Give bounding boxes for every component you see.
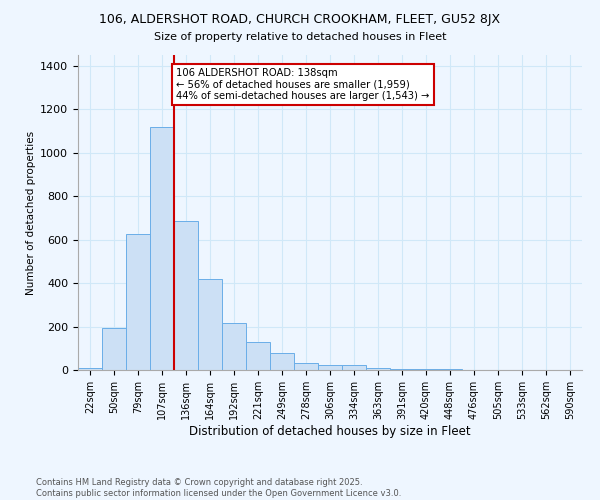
- Bar: [174, 221, 198, 370]
- Bar: [294, 364, 318, 370]
- Bar: [102, 328, 126, 370]
- Bar: [414, 369, 438, 370]
- Bar: [366, 368, 390, 370]
- Y-axis label: Number of detached properties: Number of detached properties: [26, 130, 36, 294]
- Bar: [222, 324, 246, 370]
- Bar: [78, 368, 102, 370]
- Bar: [198, 279, 222, 370]
- X-axis label: Distribution of detached houses by size in Fleet: Distribution of detached houses by size …: [189, 424, 471, 438]
- Bar: [150, 126, 174, 370]
- Bar: [342, 364, 366, 370]
- Bar: [126, 234, 150, 370]
- Bar: [270, 352, 294, 370]
- Text: 106, ALDERSHOT ROAD, CHURCH CROOKHAM, FLEET, GU52 8JX: 106, ALDERSHOT ROAD, CHURCH CROOKHAM, FL…: [100, 12, 500, 26]
- Bar: [246, 342, 270, 370]
- Text: Size of property relative to detached houses in Fleet: Size of property relative to detached ho…: [154, 32, 446, 42]
- Text: Contains HM Land Registry data © Crown copyright and database right 2025.
Contai: Contains HM Land Registry data © Crown c…: [36, 478, 401, 498]
- Text: 106 ALDERSHOT ROAD: 138sqm
← 56% of detached houses are smaller (1,959)
44% of s: 106 ALDERSHOT ROAD: 138sqm ← 56% of deta…: [176, 68, 430, 101]
- Bar: [390, 369, 414, 370]
- Bar: [318, 364, 342, 370]
